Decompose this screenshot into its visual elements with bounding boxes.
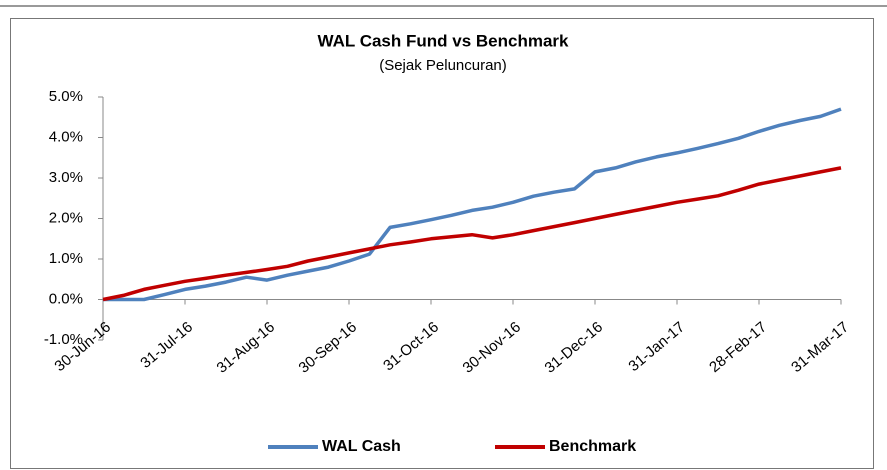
chart-frame: [10, 18, 874, 469]
y-tick-label: 0.0%: [49, 290, 83, 307]
y-tick-label: 1.0%: [49, 250, 83, 267]
y-tick-label: -1.0%: [44, 331, 83, 348]
y-tick-label: 4.0%: [49, 128, 83, 145]
legend-label: WAL Cash: [322, 438, 401, 455]
series-line: [102, 166, 842, 302]
y-tick-label: 5.0%: [49, 88, 83, 105]
series-line: [103, 107, 842, 302]
chart-title: WAL Cash Fund vs Benchmark: [318, 31, 570, 50]
legend-label: Benchmark: [549, 438, 636, 455]
chart-subtitle: (Sejak Peluncuran): [379, 57, 507, 74]
y-tick-label: 3.0%: [49, 169, 83, 186]
y-tick-label: 2.0%: [49, 209, 83, 226]
